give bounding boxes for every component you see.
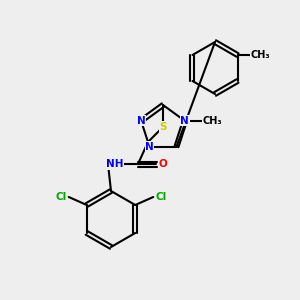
Text: N: N xyxy=(137,116,146,126)
Text: N: N xyxy=(145,142,154,152)
Text: CH₃: CH₃ xyxy=(251,50,270,60)
Text: NH: NH xyxy=(106,159,124,169)
Text: Cl: Cl xyxy=(156,192,167,202)
Text: N: N xyxy=(181,116,189,126)
Text: Cl: Cl xyxy=(55,192,66,202)
Text: O: O xyxy=(159,159,167,169)
Text: S: S xyxy=(159,122,167,132)
Text: CH₃: CH₃ xyxy=(202,116,222,126)
